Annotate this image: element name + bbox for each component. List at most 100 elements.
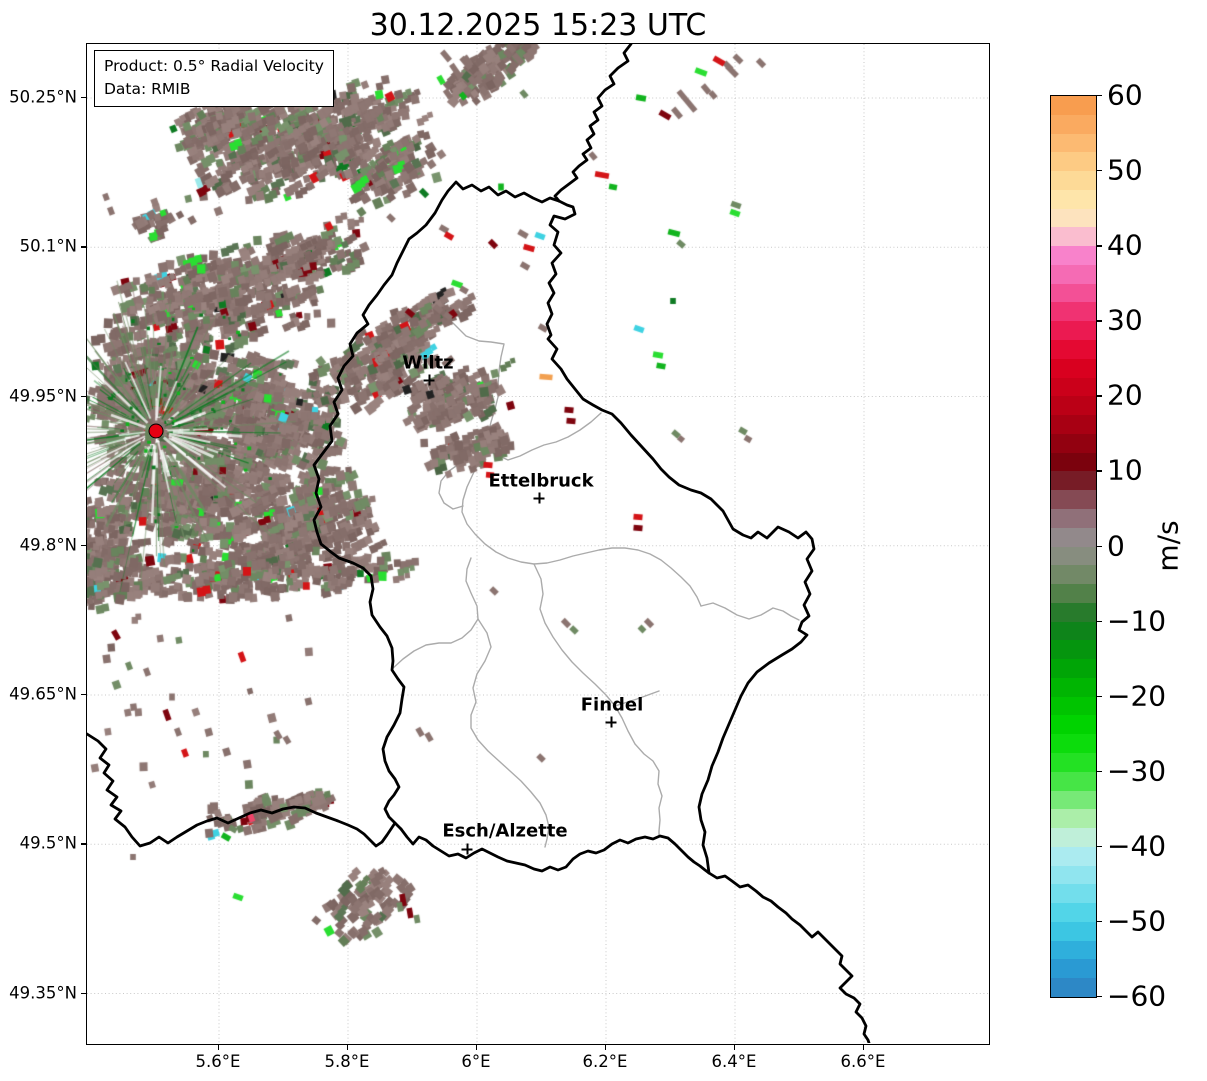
city-marker-cross xyxy=(461,843,473,855)
product-line: Product: 0.5° Radial Velocity xyxy=(104,57,324,75)
colorbar-band xyxy=(1051,471,1096,491)
country-border xyxy=(545,199,816,875)
y-axis-tick-label: 49.8°N xyxy=(19,535,77,555)
colorbar-band xyxy=(1051,508,1096,529)
colorbar-units-label: m/s xyxy=(1151,519,1185,572)
colorbar-tick-mark xyxy=(1096,170,1102,172)
city-label: Esch/Alzette xyxy=(442,820,568,842)
colorbar-band xyxy=(1051,640,1096,660)
y-axis-tick-mark xyxy=(81,843,86,845)
colorbar-band xyxy=(1051,921,1096,942)
y-axis-tick-label: 49.95°N xyxy=(9,386,77,405)
colorbar-band xyxy=(1051,340,1096,360)
y-axis-tick-mark xyxy=(81,544,86,547)
colorbar-band xyxy=(1051,171,1096,191)
colorbar-tick-label: −60 xyxy=(1107,979,1167,1013)
x-axis-tick-label: 6°E xyxy=(461,1052,491,1071)
colorbar-tick-label: 50 xyxy=(1107,153,1143,187)
colorbar-tick-mark xyxy=(1096,245,1102,247)
colorbar-band xyxy=(1051,452,1096,472)
country-border xyxy=(399,827,711,875)
city-marker-cross xyxy=(533,492,545,504)
y-axis-tick-label: 49.35°N xyxy=(9,983,77,1002)
colorbar-band xyxy=(1051,809,1096,829)
y-axis-tick-label: 49.65°N xyxy=(9,684,77,704)
colorbar-band xyxy=(1051,959,1096,979)
colorbar-band xyxy=(1051,396,1096,416)
radar-site-marker xyxy=(148,423,164,439)
colorbar-band xyxy=(1051,602,1096,623)
x-axis-tick-mark xyxy=(218,1045,220,1050)
colorbar-tick-mark xyxy=(1096,470,1102,472)
colorbar-tick-label: −20 xyxy=(1107,679,1167,713)
colorbar-band xyxy=(1051,527,1096,548)
colorbar-tick-label: 60 xyxy=(1107,78,1143,112)
colorbar-tick-mark xyxy=(1096,320,1102,322)
colorbar-band xyxy=(1051,433,1096,454)
colorbar-band xyxy=(1051,978,1096,997)
colorbar-band xyxy=(1051,114,1096,135)
colorbar-band xyxy=(1051,715,1096,735)
colorbar-tick-label: −40 xyxy=(1107,829,1167,863)
colorbar-band xyxy=(1051,828,1096,848)
country-border xyxy=(707,871,871,1043)
colorbar xyxy=(1050,95,1097,998)
x-axis-tick-mark xyxy=(863,1045,865,1050)
colorbar-band xyxy=(1051,621,1096,641)
colorbar-band xyxy=(1051,565,1096,585)
colorbar-tick-label: −10 xyxy=(1107,604,1167,638)
colorbar-band xyxy=(1051,264,1096,285)
colorbar-band xyxy=(1051,752,1096,773)
data-source-line: Data: RMIB xyxy=(104,80,191,98)
colorbar-tick-mark xyxy=(1096,845,1102,848)
colorbar-tick-mark xyxy=(1096,695,1102,698)
x-axis-tick-label: 6.6°E xyxy=(840,1052,886,1071)
city-marker-cross xyxy=(423,374,435,386)
colorbar-band xyxy=(1051,884,1096,904)
colorbar-band xyxy=(1051,227,1096,247)
colorbar-band xyxy=(1051,358,1096,379)
colorbar-band xyxy=(1051,133,1096,153)
x-axis-tick-label: 5.8°E xyxy=(324,1052,370,1071)
country-border xyxy=(87,732,397,848)
x-axis-tick-mark xyxy=(347,1045,349,1050)
x-axis-tick-mark xyxy=(605,1045,607,1050)
colorbar-tick-label: 30 xyxy=(1107,303,1143,337)
colorbar-tick-mark xyxy=(1096,545,1102,547)
y-axis-tick-label: 50.1°N xyxy=(19,236,77,256)
x-axis-tick-label: 6.4°E xyxy=(711,1052,757,1071)
colorbar-tick-label: 40 xyxy=(1107,228,1143,262)
colorbar-band xyxy=(1051,246,1096,266)
colorbar-band xyxy=(1051,677,1096,698)
colorbar-band xyxy=(1051,903,1096,923)
colorbar-band xyxy=(1051,846,1096,867)
colorbar-tick-label: −50 xyxy=(1107,904,1167,938)
colorbar-band xyxy=(1051,302,1096,322)
colorbar-band xyxy=(1051,865,1096,885)
colorbar-tick-label: −30 xyxy=(1107,754,1167,788)
y-axis-tick-mark xyxy=(81,246,86,248)
colorbar-band xyxy=(1051,283,1096,304)
country-borders-layer xyxy=(87,44,871,1043)
y-axis-tick-label: 49.5°N xyxy=(19,833,77,853)
city-label: Findel xyxy=(580,694,644,716)
country-border xyxy=(553,44,633,203)
city-label: Ettelbruck xyxy=(488,470,594,492)
colorbar-band xyxy=(1051,771,1096,792)
colorbar-band xyxy=(1051,415,1096,435)
colorbar-band xyxy=(1051,152,1096,172)
y-axis-tick-mark xyxy=(81,694,86,696)
colorbar-tick-mark xyxy=(1096,996,1102,998)
country-border xyxy=(312,180,561,831)
product-info-box: Product: 0.5° Radial Velocity Data: RMIB xyxy=(94,50,334,107)
colorbar-band xyxy=(1051,96,1096,116)
y-axis-tick-mark xyxy=(81,992,86,994)
colorbar-tick-mark xyxy=(1096,920,1102,923)
colorbar-tick-mark xyxy=(1096,620,1102,622)
colorbar-band xyxy=(1051,321,1096,341)
y-axis-tick-label: 50.25°N xyxy=(9,87,77,107)
y-axis-tick-mark xyxy=(81,395,86,397)
colorbar-band xyxy=(1051,546,1096,566)
colorbar-tick-mark xyxy=(1096,395,1102,397)
